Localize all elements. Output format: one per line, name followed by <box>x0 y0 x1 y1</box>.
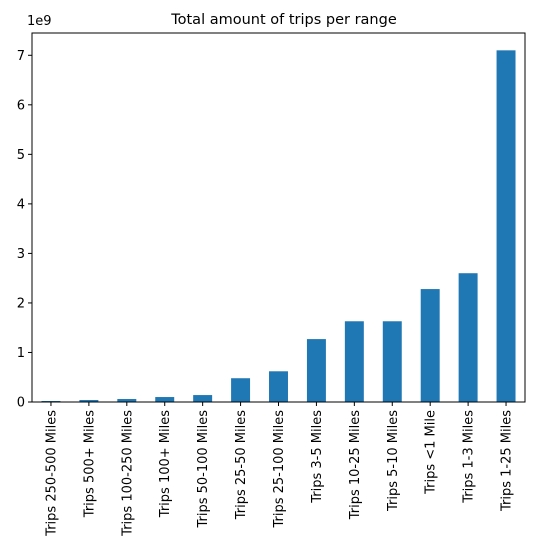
x-tick-label: Trips 1-3 Miles <box>462 410 477 504</box>
y-axis-ticks: 0 1 2 3 4 5 6 7 <box>17 49 32 411</box>
bar <box>496 50 516 402</box>
bar <box>344 321 364 402</box>
x-tick-label: Trips 500+ Miles <box>82 410 97 518</box>
bars-group <box>41 50 516 402</box>
y-tick-label: 5 <box>17 148 25 163</box>
bar <box>269 371 288 402</box>
y-tick-label: 4 <box>17 197 25 212</box>
bar <box>306 339 326 402</box>
y-tick-label: 6 <box>17 98 25 113</box>
bar <box>231 378 251 402</box>
x-tick-label: Trips 1-25 Miles <box>500 410 515 512</box>
x-tick-label: Trips 100+ Miles <box>158 410 173 518</box>
bar <box>117 399 137 402</box>
y-tick-label: 2 <box>17 296 25 311</box>
bar <box>193 395 213 402</box>
y-tick-label: 3 <box>17 247 25 262</box>
y-axis-scale-label: 1e9 <box>27 14 52 29</box>
y-tick-label: 0 <box>17 396 25 411</box>
x-axis-ticks: Trips 250-500 Miles Trips 500+ Miles Trips… <box>44 402 515 537</box>
x-tick-label: Trips 3-5 Miles <box>310 410 325 504</box>
y-tick-label: 1 <box>17 346 25 361</box>
x-tick-label: Trips <1 Mile <box>424 410 439 495</box>
bar <box>79 400 99 402</box>
x-tick-label: Trips 100-250 Miles <box>120 410 135 537</box>
plot-area-frame <box>31 32 526 403</box>
x-tick-label: Trips 10-25 Miles <box>348 410 363 520</box>
x-tick-label: Trips 25-50 Miles <box>234 410 249 520</box>
x-tick-label: Trips 25-100 Miles <box>272 410 287 529</box>
chart-title: Total amount of trips per range <box>170 12 397 28</box>
x-tick-label: Trips 50-100 Miles <box>196 410 211 529</box>
bar <box>420 289 440 402</box>
bar <box>155 397 175 402</box>
y-tick-label: 7 <box>17 49 25 64</box>
bar <box>382 321 402 402</box>
x-tick-label: Trips 250-500 Miles <box>44 410 59 537</box>
bar <box>458 273 478 402</box>
x-tick-label: Trips 5-10 Miles <box>386 410 401 512</box>
